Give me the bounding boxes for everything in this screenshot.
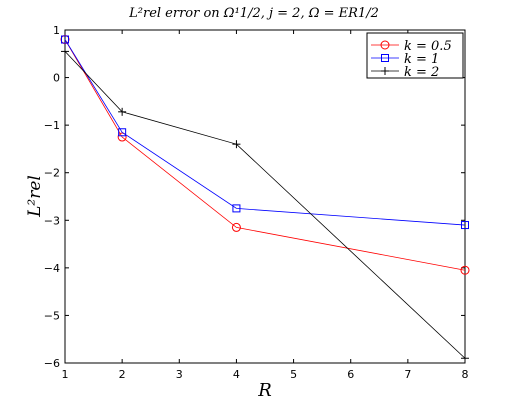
x-tick-label: 6 [347,368,354,381]
x-tick-label: 5 [290,368,297,381]
x-tick-label: 4 [233,368,240,381]
chart-title: L²rel error on Ω¹1/2, j = 2, Ω = ER1/2 [128,6,379,21]
legend-label: k = 1 [404,52,439,67]
legend-marker [380,40,390,50]
x-tick-label: 1 [62,368,69,381]
legend: k = 0.5k = 1k = 2 [366,32,464,80]
y-tick-label: −1 [44,119,60,132]
series-line [64,39,466,271]
legend-label: k = 2 [404,65,439,80]
data-point [61,35,69,44]
y-tick-label: −2 [44,167,60,180]
data-point [61,47,69,56]
data-point [232,204,241,213]
y-tick-label: −6 [44,357,60,370]
x-axis-ticks: 1 2 3 4 5 6 7 8 [62,30,469,381]
series-3 [61,47,469,363]
x-tick-label: 7 [404,368,411,381]
y-tick-label: −3 [44,214,60,227]
series-2 [61,35,469,230]
data-point [461,354,469,363]
data-point [117,132,127,142]
y-axis-label: L²rel [25,175,45,218]
x-tick-label: 8 [462,368,469,381]
x-tick-label: 2 [119,368,126,381]
y-tick-label: 0 [53,72,60,85]
legend-marker [381,67,389,75]
data-point [231,222,241,232]
x-tick-label: 3 [176,368,183,381]
plot-area [64,29,466,364]
series-1 [60,35,470,275]
series-layer [60,35,470,363]
y-tick-label: 1 [53,24,60,37]
data-point [118,128,127,137]
y-tick-label: −5 [44,309,60,322]
y-axis-ticks: 1 0 −1 −2 −3 −4 −5 −6 [44,24,465,370]
data-point [460,265,470,275]
y-tick-label: −4 [44,262,60,275]
data-point [232,140,241,149]
series-line [64,51,466,359]
legend-label: k = 0.5 [404,39,452,54]
data-point [118,107,127,116]
legend-marker [381,54,389,62]
data-point [461,221,469,230]
series-line [64,39,466,226]
x-axis-label: R [257,380,272,401]
